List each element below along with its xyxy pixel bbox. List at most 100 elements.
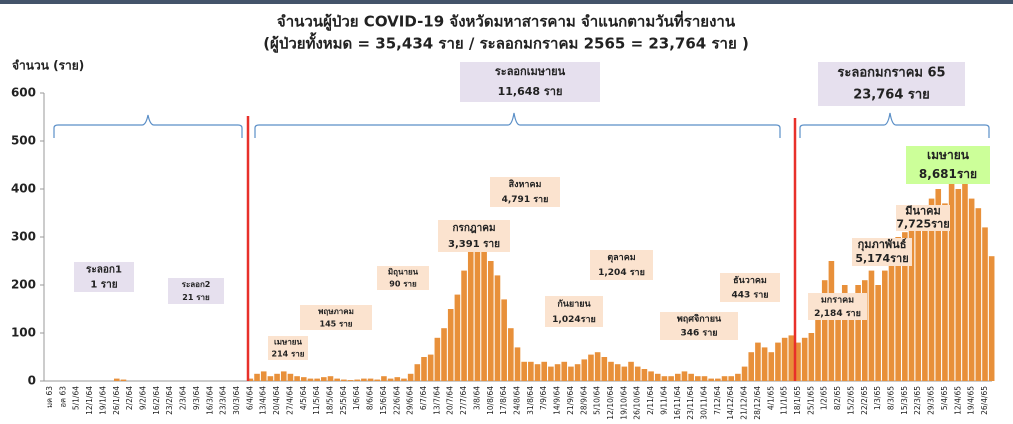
annotation-text: เมษายน xyxy=(274,338,302,347)
bar xyxy=(501,299,507,381)
x-tick-label: 28/9/64 xyxy=(579,386,588,415)
bar xyxy=(688,373,694,381)
bar xyxy=(861,280,868,381)
bar xyxy=(487,261,494,381)
bar xyxy=(908,222,915,381)
x-tick-label: 2/2/64 xyxy=(125,386,134,410)
bar xyxy=(467,237,474,381)
x-tick-label: 27/7/64 xyxy=(459,386,468,415)
x-tick-label: 16/11/64 xyxy=(673,386,682,420)
bar xyxy=(374,379,381,381)
x-tick-label: 25/5/64 xyxy=(339,386,348,415)
annotation-text: 11,648 ราย xyxy=(498,85,563,98)
bar xyxy=(381,376,387,381)
bar xyxy=(801,337,808,381)
bar xyxy=(494,275,501,381)
bar xyxy=(841,285,848,381)
x-tick-label: 18/5/64 xyxy=(326,386,335,415)
bar xyxy=(554,364,561,381)
annotation-text: พฤษภาคม xyxy=(318,307,354,316)
x-tick-label: 13/7/64 xyxy=(432,386,441,415)
x-tick-label: 20/4/64 xyxy=(272,386,281,415)
bar xyxy=(561,361,568,381)
bar xyxy=(721,376,728,381)
x-tick-label: 29/6/64 xyxy=(406,386,415,415)
annotation-text: มิถุนายน xyxy=(388,268,419,278)
bar xyxy=(701,376,708,381)
bar xyxy=(868,270,875,381)
bar xyxy=(895,237,901,381)
bar xyxy=(855,285,861,381)
bar xyxy=(628,361,634,381)
bar xyxy=(588,354,594,381)
annotation-text: ระลอกมกราคม 65 xyxy=(837,66,945,81)
annotation-text: 443 ราย xyxy=(731,290,768,300)
bar xyxy=(661,376,668,381)
y-tick-label: 100 xyxy=(11,326,36,340)
bar xyxy=(788,335,795,381)
x-tick-label: 9/3/64 xyxy=(192,386,201,410)
bar xyxy=(835,294,841,381)
annotation-box xyxy=(377,266,429,290)
x-tick-label: 9/11/64 xyxy=(659,386,668,415)
x-tick-label: 6/4/64 xyxy=(245,386,254,410)
x-tick-label: 1/2/65 xyxy=(820,386,829,410)
x-tick-label: 18/1/65 xyxy=(793,386,802,415)
bar xyxy=(434,337,441,381)
bar xyxy=(528,361,534,381)
bar xyxy=(314,378,320,381)
x-tick-label: 21/9/64 xyxy=(566,386,575,415)
bar xyxy=(120,379,127,381)
bar xyxy=(280,371,287,381)
bar xyxy=(481,241,487,381)
bar xyxy=(988,256,995,381)
bar xyxy=(347,380,354,381)
bar xyxy=(247,378,254,381)
bar xyxy=(715,378,721,381)
bar xyxy=(548,366,554,381)
bar xyxy=(387,378,394,381)
bar xyxy=(955,189,962,381)
bar xyxy=(654,373,661,381)
bar xyxy=(942,203,948,381)
annotation-text: 21 ราย xyxy=(182,293,210,302)
annotation-text: 23,764 ราย xyxy=(853,88,930,103)
bar xyxy=(875,285,881,381)
chart-subtitle: (ผู้ป่วยทั้งหมด = 35,434 ราย / ระลอกมกรา… xyxy=(263,32,749,54)
y-tick-label: 400 xyxy=(11,182,36,196)
brace xyxy=(53,114,243,138)
bar xyxy=(828,261,835,381)
x-tick-label: 22/2/65 xyxy=(860,386,869,415)
bar xyxy=(668,376,674,381)
annotation-box xyxy=(906,146,990,184)
x-tick-label: 1/6/64 xyxy=(352,386,361,410)
annotation-text: เมษายน xyxy=(927,148,970,162)
x-tick-label: 5/1/64 xyxy=(72,386,81,410)
bar xyxy=(888,256,895,381)
annotation-box xyxy=(545,296,603,327)
annotation-text: มีนาคม xyxy=(905,205,941,218)
annotation-text: กันยายน xyxy=(557,298,591,309)
bar xyxy=(882,270,888,381)
x-tick-label: 7/12/64 xyxy=(713,386,722,415)
annotation-text: ตุลาคม xyxy=(607,253,635,263)
annotation-text: พฤศจิกายน xyxy=(677,314,722,325)
x-tick-label: 12/4/65 xyxy=(953,386,962,415)
x-tick-label: 31/8/64 xyxy=(526,386,535,415)
bar xyxy=(454,294,461,381)
annotation-text: 1,204 ราย xyxy=(598,268,645,278)
annotation-box xyxy=(168,278,224,304)
bar xyxy=(334,378,340,381)
annotation-box xyxy=(438,220,510,252)
annotation-box xyxy=(818,62,965,106)
x-tick-label: 20/7/64 xyxy=(446,386,455,415)
x-tick-label: 5/10/64 xyxy=(593,386,602,415)
x-tick-label: 2/11/64 xyxy=(646,386,655,415)
x-tick-label: 26/10/64 xyxy=(633,386,642,420)
annotation-text: ระลอกเมษายน xyxy=(495,65,566,78)
x-tick-label: 1/3/65 xyxy=(873,386,882,410)
bar xyxy=(768,352,775,381)
bar xyxy=(113,378,120,381)
annotation-box xyxy=(808,293,867,320)
